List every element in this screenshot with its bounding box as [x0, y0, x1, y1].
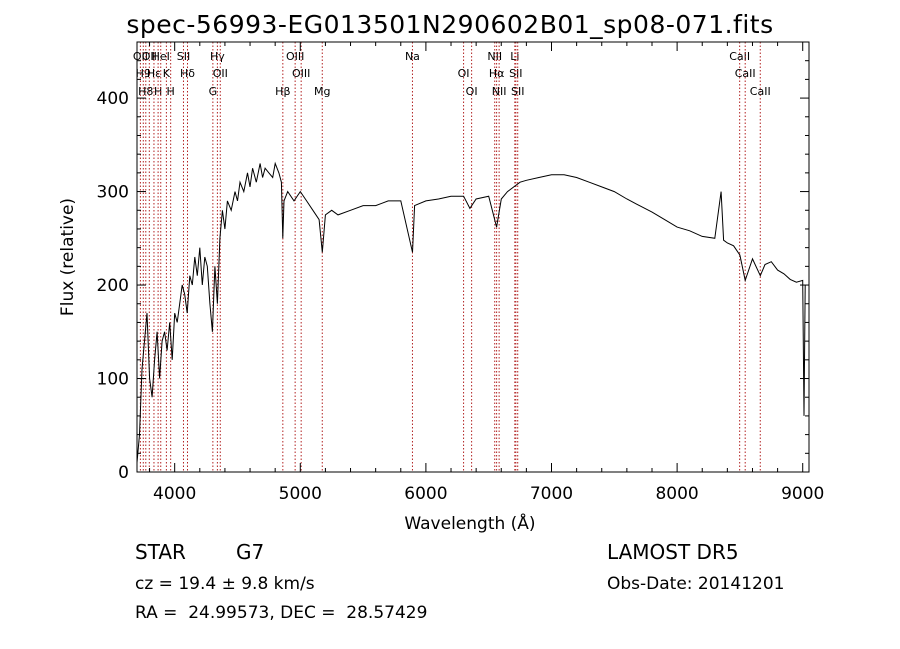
y-tick-label: 0 — [118, 463, 129, 483]
line-label: Hγ — [210, 50, 225, 63]
y-tick-label: 300 — [97, 183, 129, 203]
line-label: H9 — [136, 67, 151, 80]
line-label: Hε — [147, 67, 161, 80]
x-tick-label: 6000 — [404, 484, 447, 504]
line-label: SII — [177, 50, 190, 63]
survey-name: LAMOST DR5 — [607, 540, 739, 564]
line-label: CaII — [750, 85, 771, 98]
line-label: Hδ — [180, 67, 195, 80]
line-label: SII — [509, 67, 522, 80]
spectral-line-markers: OIIH9H8OIIHεHHeIKHSIIHδGHγOIIHβOIIIOIIIM… — [133, 42, 771, 472]
y-tick-label: 100 — [97, 370, 129, 390]
x-axis-label: Wavelength (Å) — [404, 512, 535, 534]
x-tick-label: 8000 — [655, 484, 698, 504]
line-label: SII — [511, 85, 524, 98]
line-label: OI — [466, 85, 478, 98]
object-subclass: G7 — [236, 540, 265, 564]
line-label: H8 — [138, 85, 153, 98]
coordinates: RA = 24.99573, DEC = 28.57429 — [135, 603, 428, 623]
line-label: HeI — [152, 50, 170, 63]
plot-frame — [136, 41, 810, 473]
line-label: Hβ — [275, 85, 290, 98]
line-label: H — [167, 85, 175, 98]
line-label: CaII — [735, 67, 756, 80]
line-label: Li — [510, 50, 519, 63]
axis-ticks: 4000 5000 6000 7000 8000 9000 0 100 200 300 400 — [97, 42, 824, 504]
x-tick-label: 5000 — [279, 484, 322, 504]
y-tick-label: 200 — [97, 276, 129, 296]
line-label: NII — [487, 50, 502, 63]
line-label: NII — [492, 85, 507, 98]
line-label: G — [209, 85, 218, 98]
chart-title: spec-56993-EG013501N290602B01_sp08-071.f… — [126, 10, 774, 39]
line-label: OI — [458, 67, 470, 80]
y-axis-label: Flux (relative) — [58, 198, 78, 316]
line-label: Na — [405, 50, 420, 63]
x-tick-label: 4000 — [153, 484, 196, 504]
x-tick-label: 9000 — [781, 484, 824, 504]
observation-date: Obs-Date: 20141201 — [607, 574, 785, 594]
object-class: STAR — [135, 540, 186, 564]
line-label: K — [163, 67, 171, 80]
line-label: H — [154, 85, 162, 98]
line-label: OIII — [286, 50, 304, 63]
x-tick-label: 7000 — [530, 484, 573, 504]
line-label: CaII — [729, 50, 750, 63]
line-label: Hα — [489, 67, 505, 80]
line-label: OIII — [292, 67, 310, 80]
line-label: OII — [142, 50, 157, 63]
line-label: OII — [213, 67, 228, 80]
y-tick-label: 400 — [97, 89, 129, 109]
redshift-info: cz = 19.4 ± 9.8 km/s — [135, 574, 315, 594]
spectrum-line — [136, 161, 806, 463]
spectrum-series — [136, 161, 806, 463]
line-label: Mg — [314, 85, 330, 98]
